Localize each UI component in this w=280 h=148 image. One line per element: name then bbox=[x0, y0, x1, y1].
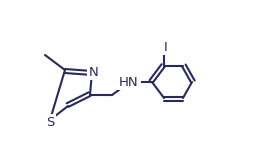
Text: HN: HN bbox=[119, 75, 139, 89]
Text: N: N bbox=[89, 66, 99, 78]
Text: I: I bbox=[164, 41, 168, 53]
Text: S: S bbox=[46, 115, 54, 128]
